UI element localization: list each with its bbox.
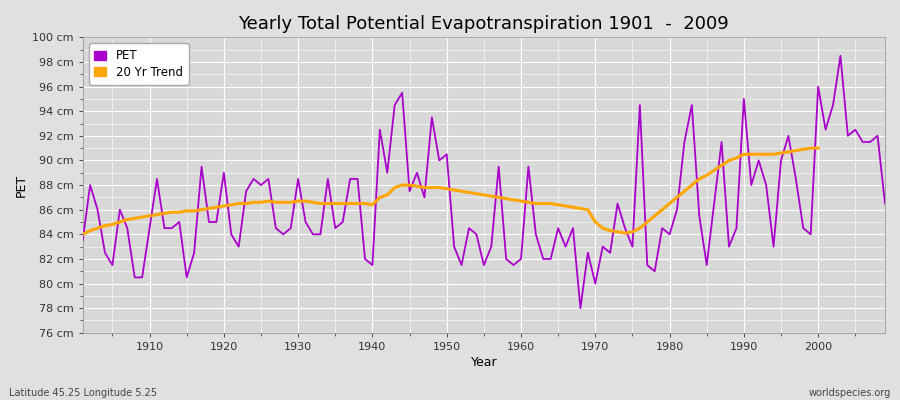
Title: Yearly Total Potential Evapotranspiration 1901  -  2009: Yearly Total Potential Evapotranspiratio… bbox=[238, 15, 729, 33]
X-axis label: Year: Year bbox=[471, 356, 497, 369]
Text: worldspecies.org: worldspecies.org bbox=[809, 388, 891, 398]
Legend: PET, 20 Yr Trend: PET, 20 Yr Trend bbox=[88, 43, 189, 84]
Text: Latitude 45.25 Longitude 5.25: Latitude 45.25 Longitude 5.25 bbox=[9, 388, 157, 398]
Y-axis label: PET: PET bbox=[15, 174, 28, 197]
